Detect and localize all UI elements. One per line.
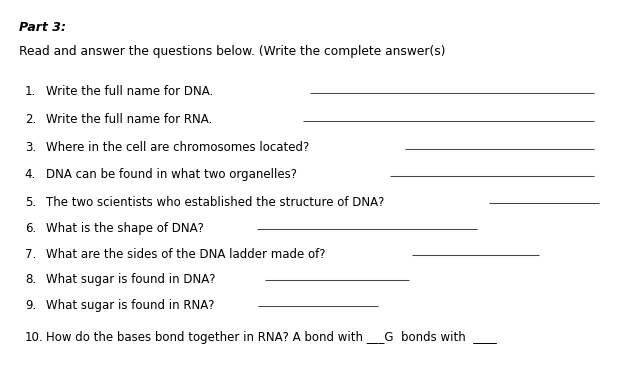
Text: 7.: 7. <box>25 248 36 260</box>
Text: What is the shape of DNA?: What is the shape of DNA? <box>46 222 204 235</box>
Text: 2.: 2. <box>25 113 36 126</box>
Text: 5.: 5. <box>25 196 36 209</box>
Text: Write the full name for DNA.: Write the full name for DNA. <box>46 85 214 98</box>
Text: 8.: 8. <box>25 273 36 286</box>
Text: Part 3:: Part 3: <box>19 21 66 34</box>
Text: 6.: 6. <box>25 222 36 235</box>
Text: 4.: 4. <box>25 168 36 181</box>
Text: 10.: 10. <box>25 331 43 344</box>
Text: The two scientists who established the structure of DNA?: The two scientists who established the s… <box>46 196 385 209</box>
Text: 9.: 9. <box>25 299 36 311</box>
Text: Read and answer the questions below. (Write the complete answer(s): Read and answer the questions below. (Wr… <box>19 45 445 58</box>
Text: Where in the cell are chromosomes located?: Where in the cell are chromosomes locate… <box>46 141 310 154</box>
Text: 3.: 3. <box>25 141 36 154</box>
Text: How do the bases bond together in RNA? A bond with ___G  bonds with  ____: How do the bases bond together in RNA? A… <box>46 331 497 344</box>
Text: Write the full name for RNA.: Write the full name for RNA. <box>46 113 213 126</box>
Text: What are the sides of the DNA ladder made of?: What are the sides of the DNA ladder mad… <box>46 248 326 260</box>
Text: 1.: 1. <box>25 85 36 98</box>
Text: What sugar is found in DNA?: What sugar is found in DNA? <box>46 273 216 286</box>
Text: DNA can be found in what two organelles?: DNA can be found in what two organelles? <box>46 168 297 181</box>
Text: What sugar is found in RNA?: What sugar is found in RNA? <box>46 299 215 311</box>
